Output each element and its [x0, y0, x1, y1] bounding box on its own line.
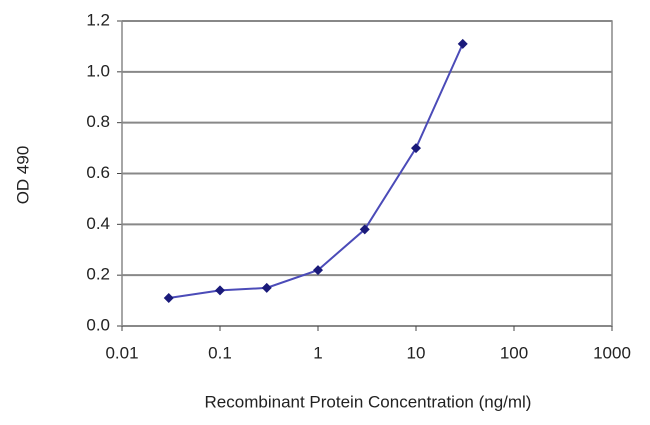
data-line [168, 43, 464, 300]
y-tick-label: 0.2 [86, 265, 110, 284]
plot-frame [121, 20, 613, 327]
y-tick-label: 0.8 [86, 112, 110, 131]
y-tick-label: 1.2 [86, 10, 110, 29]
x-tick-label: 0.01 [105, 343, 138, 362]
x-tick-label: 0.1 [208, 343, 232, 362]
data-point [163, 293, 174, 304]
y-tick-label: 0.0 [86, 315, 110, 334]
x-tick-label: 1 [313, 343, 322, 362]
data-point [313, 265, 323, 276]
data-point [457, 38, 468, 49]
data-point [411, 143, 421, 154]
data-point [261, 282, 272, 293]
data-point [215, 285, 225, 296]
x-axis-label: Recombinant Protein Concentration (ng/ml… [205, 392, 532, 411]
data-point [359, 224, 370, 235]
y-axis-label: OD 490 [13, 146, 32, 205]
x-tick-label: 100 [500, 343, 528, 362]
x-tick-label: 10 [407, 343, 426, 362]
y-tick-label: 0.6 [86, 163, 110, 182]
y-tick-label: 1.0 [86, 61, 110, 80]
y-tick-label: 0.4 [86, 214, 110, 233]
x-tick-label: 1000 [593, 343, 631, 362]
